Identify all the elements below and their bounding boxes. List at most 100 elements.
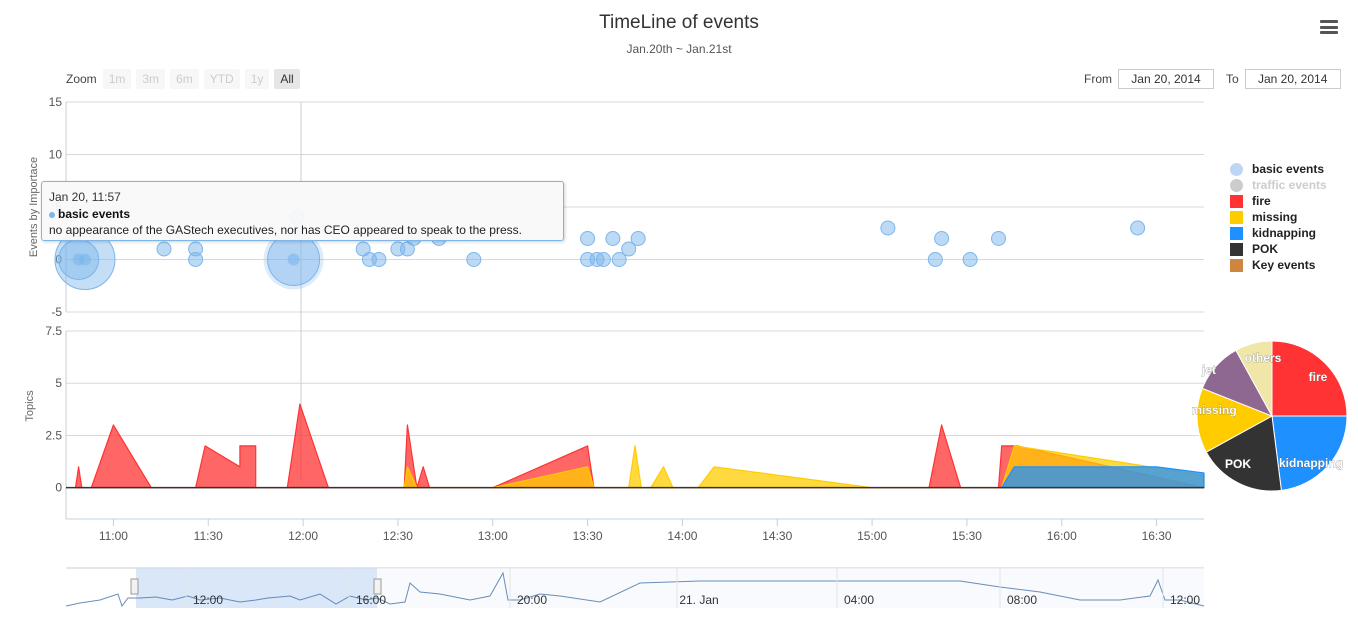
y-tick-label: 0 bbox=[55, 481, 62, 495]
zoom-selector: Zoom 1m 3m 6m YTD 1y All bbox=[66, 69, 305, 89]
navigator-right-handle bbox=[373, 578, 382, 595]
event-bubble bbox=[991, 231, 1007, 246]
event-bubble bbox=[188, 252, 204, 267]
legend-item-key-events[interactable]: Key events bbox=[1230, 257, 1327, 273]
bubble-y-axis-title: Events by Importace bbox=[28, 157, 40, 257]
y-tick-label: -5 bbox=[51, 305, 62, 319]
y-tick-label: 15 bbox=[49, 95, 63, 109]
navigator-tick-label: 12:00 bbox=[1170, 593, 1200, 607]
bubble-grid: 151050-5 bbox=[49, 95, 1204, 319]
x-tick-label: 14:00 bbox=[667, 529, 697, 543]
legend-symbol bbox=[1230, 178, 1243, 192]
event-bubble bbox=[630, 231, 646, 246]
legend-item-fire[interactable]: fire bbox=[1230, 193, 1327, 209]
pie-slice-others bbox=[1235, 340, 1273, 417]
x-tick-label: 13:30 bbox=[573, 529, 603, 543]
chart-title: TimeLine of events bbox=[599, 12, 759, 33]
legend: basic events traffic events fire missing… bbox=[1230, 161, 1327, 273]
event-bubble-core bbox=[78, 253, 91, 266]
y-tick-label: 5 bbox=[55, 376, 62, 390]
topics-area-series bbox=[66, 403, 1205, 489]
to-label: To bbox=[1226, 72, 1239, 86]
from-label: From bbox=[1084, 72, 1112, 86]
pie-slice-fire bbox=[1271, 340, 1348, 417]
legend-item-missing[interactable]: missing bbox=[1230, 209, 1327, 225]
navigator-left-handle bbox=[130, 578, 139, 595]
legend-item-traffic-events[interactable]: traffic events bbox=[1230, 177, 1327, 193]
area-kidnapping bbox=[1001, 466, 1205, 489]
zoom-all-button[interactable]: All bbox=[274, 69, 300, 89]
to-date-input[interactable] bbox=[1244, 69, 1341, 89]
y-tick-label: 7.5 bbox=[45, 324, 62, 338]
pie-label-POK: POK bbox=[1225, 457, 1251, 471]
legend-symbol bbox=[1230, 194, 1243, 208]
zoom-3m-button[interactable]: 3m bbox=[136, 69, 166, 89]
tooltip-series-name: basic events bbox=[58, 207, 131, 221]
y-tick-label: 2.5 bbox=[45, 428, 62, 442]
tooltip-date: Jan 20, 11:57 bbox=[49, 190, 121, 204]
legend-item-kidnapping[interactable]: kidnapping bbox=[1230, 225, 1327, 241]
topics-pie-chart: fire kidnapping POK missing jet others bbox=[1191, 340, 1348, 492]
pie-label-fire: fire bbox=[1309, 370, 1328, 384]
tooltip-series: basic events bbox=[49, 207, 130, 221]
navigator-tick-label: 04:00 bbox=[844, 593, 874, 607]
area-grid: 7.5 5 2.5 0 bbox=[45, 324, 1204, 519]
x-tick-label: 15:00 bbox=[857, 529, 887, 543]
event-bubble bbox=[1130, 220, 1146, 236]
event-bubble bbox=[934, 231, 950, 246]
y-tick-label: 10 bbox=[49, 148, 63, 162]
pie-label-kidnapping: kidnapping bbox=[1279, 456, 1343, 470]
x-tick-label: 13:00 bbox=[478, 529, 508, 543]
event-bubble bbox=[371, 252, 387, 267]
legend-symbol bbox=[1230, 258, 1243, 272]
event-bubble bbox=[927, 252, 943, 267]
navigator[interactable]: 12:00 16:00 20:00 21. Jan 04:00 08:00 12:00 bbox=[65, 567, 1205, 608]
navigator-tick-label: 12:00 bbox=[193, 593, 223, 607]
x-tick-label: 12:30 bbox=[383, 529, 413, 543]
date-range: From To bbox=[1084, 69, 1341, 89]
event-bubble bbox=[156, 241, 172, 257]
zoom-1m-button[interactable]: 1m bbox=[102, 69, 132, 89]
zoom-1y-button[interactable]: 1y bbox=[244, 69, 270, 89]
x-tick-label: 16:30 bbox=[1142, 529, 1172, 543]
navigator-tick-label: 08:00 bbox=[1007, 593, 1037, 607]
x-tick-label: 14:30 bbox=[762, 529, 792, 543]
navigator-series bbox=[65, 571, 1205, 608]
legend-item-basic-events[interactable]: basic events bbox=[1230, 161, 1327, 177]
pie-label-others: others bbox=[1245, 351, 1282, 365]
from-date-input[interactable] bbox=[1118, 69, 1214, 89]
legend-symbol bbox=[1230, 242, 1243, 256]
chart-subtitle: Jan.20th ~ Jan.21st bbox=[626, 42, 732, 56]
event-bubble bbox=[466, 252, 482, 267]
zoom-label: Zoom bbox=[66, 72, 97, 86]
event-bubble bbox=[880, 220, 896, 236]
legend-symbol bbox=[1230, 210, 1243, 224]
event-bubble bbox=[621, 241, 637, 257]
event-bubble bbox=[962, 252, 978, 267]
x-tick-label: 11:30 bbox=[194, 529, 223, 543]
navigator-tick-label: 21. Jan bbox=[679, 593, 718, 607]
navigator-tick-label: 20:00 bbox=[517, 593, 547, 607]
event-tooltip: Jan 20, 11:57 basic events no appearance… bbox=[41, 181, 564, 241]
legend-item-pok[interactable]: POK bbox=[1230, 241, 1327, 257]
pie-label-missing: missing bbox=[1191, 403, 1236, 417]
legend-symbol bbox=[1230, 162, 1243, 176]
legend-symbol bbox=[1230, 226, 1243, 240]
area-y-axis-title: Topics bbox=[24, 390, 36, 422]
time-x-axis: 11:00 11:30 12:00 12:30 13:00 13:30 14:00 14:30… bbox=[66, 518, 1204, 543]
zoom-6m-button[interactable]: 6m bbox=[170, 69, 199, 89]
pie-label-jet: jet bbox=[1201, 363, 1216, 377]
tooltip-text: no appearance of the GAStech executives,… bbox=[49, 223, 522, 237]
series-dot-icon bbox=[49, 211, 55, 218]
zoom-ytd-button[interactable]: YTD bbox=[203, 69, 240, 89]
navigator-mask bbox=[377, 568, 1204, 608]
x-tick-label: 12:00 bbox=[288, 529, 318, 543]
x-tick-label: 16:00 bbox=[1047, 529, 1077, 543]
event-bubble bbox=[611, 252, 627, 267]
x-tick-label: 11:00 bbox=[99, 529, 128, 543]
pie-slice-missing bbox=[1196, 387, 1274, 453]
hamburger-menu-icon[interactable] bbox=[1320, 20, 1338, 34]
pie-slice-POK bbox=[1205, 415, 1282, 492]
event-bubble bbox=[595, 252, 611, 267]
